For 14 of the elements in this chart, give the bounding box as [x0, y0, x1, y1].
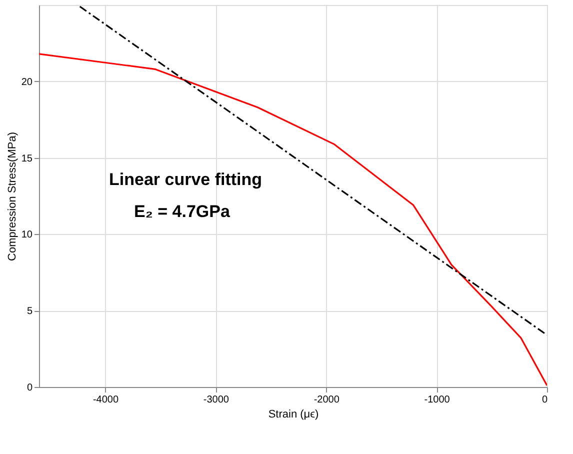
y-tick-label: 5: [26, 306, 33, 318]
y-tick-label: 15: [21, 153, 33, 164]
x-tick-label: -3000: [203, 394, 230, 406]
x-tick-label: -1000: [424, 394, 450, 406]
x-tick-label: -2000: [314, 394, 340, 406]
annotation: E₂ = 4.7GPa: [134, 202, 230, 221]
x-tick-label: -4000: [92, 394, 119, 406]
y-axis-title: Compression Stress(MPa): [6, 132, 18, 261]
x-tick-label: 0: [542, 394, 548, 406]
x-axis-title: Strain (μϵ): [268, 408, 319, 420]
annotation: Linear curve fitting: [109, 170, 262, 189]
y-tick-label: 20: [21, 76, 33, 88]
y-tick-label: 0: [26, 382, 33, 394]
y-tick-label: 10: [21, 230, 33, 241]
